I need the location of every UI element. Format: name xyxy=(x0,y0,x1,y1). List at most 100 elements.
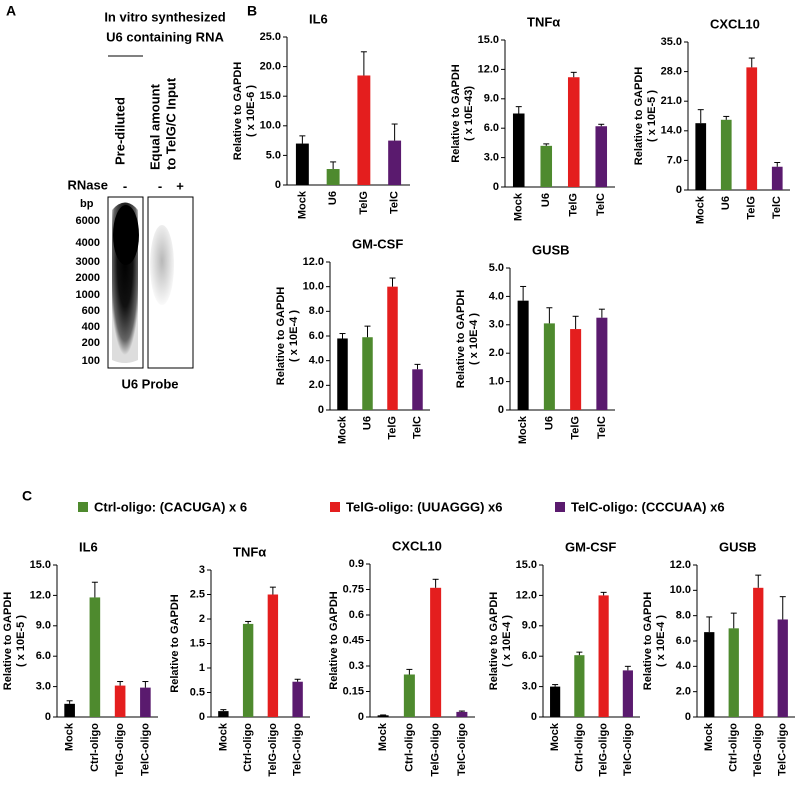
y-tick-label: 8.0 xyxy=(309,305,324,317)
bar xyxy=(362,337,373,410)
y-axis-label: ( x 10E-4 ) xyxy=(655,615,667,667)
bar xyxy=(704,632,715,717)
rnase-label: RNase xyxy=(68,177,108,192)
bar xyxy=(746,67,758,190)
x-tick-label: TelC xyxy=(596,416,608,439)
legend-swatch xyxy=(78,502,88,512)
x-tick-label: TelC xyxy=(389,191,401,214)
x-tick-label: Ctrl-oligo xyxy=(728,723,740,772)
x-tick-label: TelG-oligo xyxy=(598,723,610,777)
y-tick-label: 9.0 xyxy=(36,620,51,632)
bar xyxy=(292,681,303,717)
y-tick-label: 3.0 xyxy=(489,319,504,331)
bar xyxy=(622,670,633,717)
marker-label: 3000 xyxy=(76,256,100,268)
x-tick-label: Mock xyxy=(377,722,389,751)
bar xyxy=(567,77,580,187)
x-tick-label: Mock xyxy=(64,722,76,751)
bar xyxy=(456,711,468,717)
y-tick-label: 15.0 xyxy=(516,559,537,571)
bar xyxy=(388,140,402,185)
y-tick-label: 7.0 xyxy=(667,154,682,166)
y-tick-label: 5.0 xyxy=(266,149,281,161)
x-tick-label: TelC xyxy=(411,416,423,439)
y-axis-label: ( x 10E-5 ) xyxy=(646,90,658,142)
x-tick-label: TelG-oligo xyxy=(752,723,764,777)
y-tick-label: 10.0 xyxy=(303,281,324,293)
chart-title: GM-CSF xyxy=(352,236,403,251)
x-tick-label: Ctrl-oligo xyxy=(573,723,585,772)
bar xyxy=(771,166,783,190)
bar xyxy=(267,594,279,717)
marker-label: 1000 xyxy=(76,289,100,301)
bar xyxy=(64,703,75,717)
x-tick-label: TelC-oligo xyxy=(622,723,634,776)
marker-label: 200 xyxy=(82,337,100,349)
y-tick-label: 4.0 xyxy=(676,660,691,672)
x-tick-label: Mock xyxy=(336,415,348,444)
bp-label: bp xyxy=(80,198,94,210)
bar xyxy=(218,711,229,717)
x-tick-label: Ctrl-oligo xyxy=(242,723,254,772)
x-tick-label: Mock xyxy=(513,192,525,221)
y-axis-label: Relative to GAPDH xyxy=(450,64,462,162)
y-tick-label: 6.0 xyxy=(484,122,499,134)
y-tick-label: 9.0 xyxy=(484,93,499,105)
bar xyxy=(728,628,739,717)
x-tick-label: Mock xyxy=(703,722,715,751)
y-tick-label: 0 xyxy=(498,404,504,416)
marker-label: 4000 xyxy=(76,237,100,249)
y-tick-label: 12.0 xyxy=(670,559,691,571)
y-axis-label: Relative to GAPDH xyxy=(455,290,467,388)
y-tick-label: 6.0 xyxy=(522,650,537,662)
y-tick-label: 20.0 xyxy=(260,61,281,73)
bar xyxy=(540,145,553,187)
bar xyxy=(295,143,309,185)
x-tick-label: TelC-oligo xyxy=(292,723,304,776)
y-tick-label: 10.0 xyxy=(670,584,691,596)
x-tick-label: Mock xyxy=(695,195,707,224)
y-axis-label: ( x 10E-43) xyxy=(463,86,475,141)
y-tick-label: 15.0 xyxy=(260,90,281,102)
y-tick-label: 0.5 xyxy=(190,686,205,698)
y-tick-label: 35.0 xyxy=(661,36,682,48)
x-tick-label: TelC-oligo xyxy=(139,723,151,776)
x-tick-label: TelG xyxy=(358,191,370,215)
bar xyxy=(337,338,348,410)
y-tick-label: 6.0 xyxy=(676,635,691,647)
marker-label: 6000 xyxy=(76,215,100,227)
y-tick-label: 0.6 xyxy=(349,609,364,621)
y-tick-label: 8.0 xyxy=(676,610,691,622)
y-tick-label: 4.0 xyxy=(309,355,324,367)
bar xyxy=(517,300,529,410)
bar xyxy=(326,169,340,185)
x-tick-label: TelG-oligo xyxy=(114,723,126,777)
marker-label: 600 xyxy=(82,305,100,317)
x-tick-label: TelC-oligo xyxy=(777,723,789,776)
y-tick-label: 3.0 xyxy=(36,681,51,693)
y-tick-label: 5.0 xyxy=(489,262,504,274)
bar xyxy=(543,323,555,410)
bar xyxy=(403,674,415,717)
y-tick-label: 6.0 xyxy=(309,330,324,342)
y-tick-label: 21.0 xyxy=(661,95,682,107)
y-tick-label: 14.0 xyxy=(661,125,682,137)
chart-title: CXCL10 xyxy=(392,538,442,553)
bar xyxy=(140,687,151,717)
bar xyxy=(595,126,608,187)
chart-title: IL6 xyxy=(79,539,98,554)
x-tick-label: Mock xyxy=(549,722,561,751)
lane-label: Pre-diluted xyxy=(112,97,127,165)
y-axis-label: ( x 10E-5 ) xyxy=(15,615,27,667)
y-tick-label: 0 xyxy=(275,179,281,191)
bar xyxy=(695,123,707,190)
y-tick-label: 2.5 xyxy=(190,588,205,600)
x-tick-label: U6 xyxy=(327,191,339,205)
probe-label: U6 Probe xyxy=(121,376,178,391)
lane-label: to TelG/C Input xyxy=(163,77,178,170)
y-axis-label: Relative to GAPDH xyxy=(169,594,181,692)
bar xyxy=(430,587,442,717)
y-axis-label: Relative to GAPDH xyxy=(642,592,654,690)
y-axis-label: ( x 10E-6 ) xyxy=(245,85,257,137)
